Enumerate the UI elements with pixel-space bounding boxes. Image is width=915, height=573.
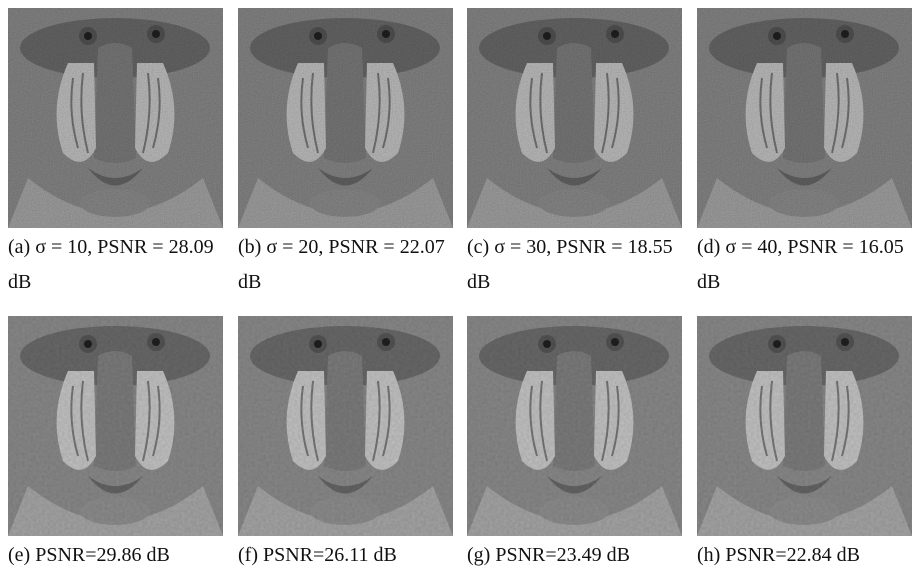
panel: (e) PSNR=29.86 dB xyxy=(8,316,234,573)
panel: (c) σ = 30, PSNR = 18.55 dB xyxy=(467,8,693,300)
panel: (d) σ = 40, PSNR = 16.05 dB xyxy=(697,8,915,300)
caption: (d) σ = 40, PSNR = 16.05 dB xyxy=(697,230,915,300)
panel: (h) PSNR=22.84 dB xyxy=(697,316,915,573)
image xyxy=(8,8,223,228)
image xyxy=(697,316,912,536)
caption: (b) σ = 20, PSNR = 22.07 dB xyxy=(238,230,464,300)
image xyxy=(8,316,223,536)
caption: (e) PSNR=29.86 dB xyxy=(8,538,234,573)
caption: (h) PSNR=22.84 dB xyxy=(697,538,915,573)
image xyxy=(697,8,912,228)
image xyxy=(238,8,453,228)
caption: (a) σ = 10, PSNR = 28.09 dB xyxy=(8,230,234,300)
panel: (a) σ = 10, PSNR = 28.09 dB xyxy=(8,8,234,300)
caption: (c) σ = 30, PSNR = 18.55 dB xyxy=(467,230,693,300)
figure: (a) σ = 10, PSNR = 28.09 dB (b) σ = 20, … xyxy=(0,0,915,573)
caption: (f) PSNR=26.11 dB xyxy=(238,538,464,573)
panel: (f) PSNR=26.11 dB xyxy=(238,316,464,573)
image xyxy=(467,8,682,228)
panel: (g) PSNR=23.49 dB xyxy=(467,316,693,573)
panel: (b) σ = 20, PSNR = 22.07 dB xyxy=(238,8,464,300)
image xyxy=(467,316,682,536)
image xyxy=(238,316,453,536)
caption: (g) PSNR=23.49 dB xyxy=(467,538,693,573)
